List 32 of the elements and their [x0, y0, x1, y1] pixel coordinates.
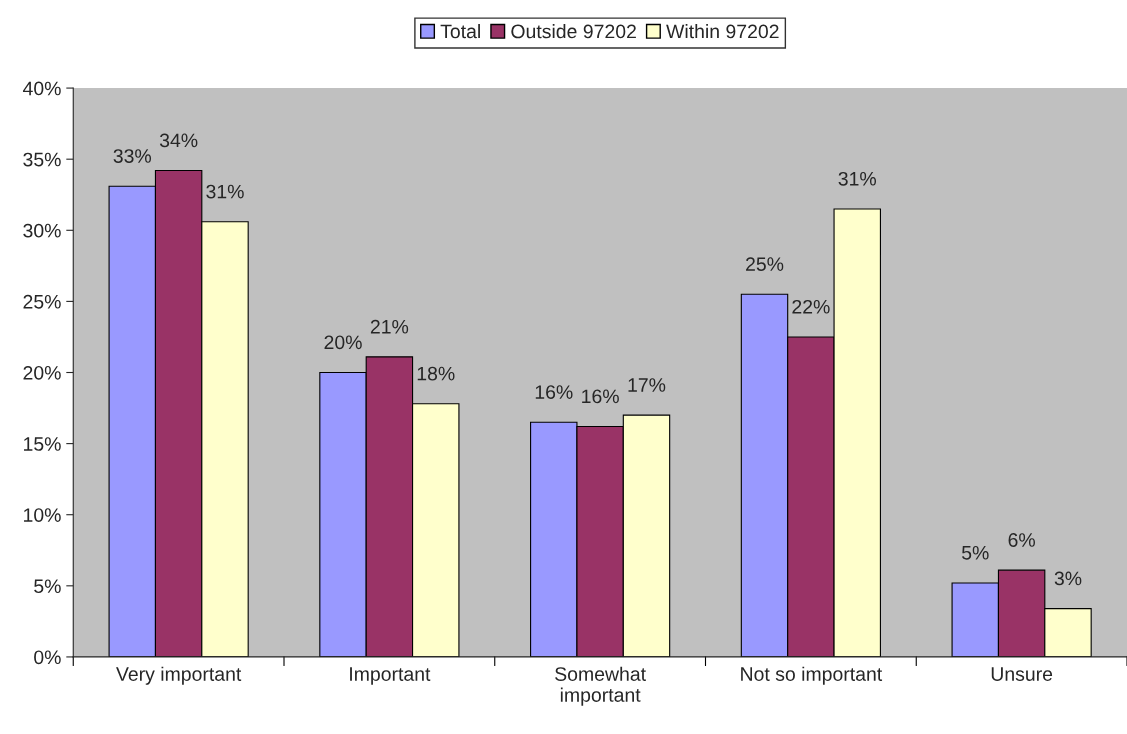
x-tick-label: Somewhat important [555, 666, 646, 706]
y-tick-label: 40% [22, 81, 61, 96]
y-tick-label: 5% [34, 579, 61, 594]
data-label: 31% [206, 184, 244, 199]
data-label: 16% [582, 389, 619, 404]
data-label: 6% [1008, 533, 1035, 547]
x-tick-label: Important [350, 667, 431, 685]
y-tick-label: 0% [34, 650, 61, 665]
data-label: 21% [370, 319, 409, 334]
legend-label: Outside 97202 [511, 24, 636, 39]
data-label: 17% [628, 378, 666, 392]
legend-label: Within 97202 [666, 24, 779, 39]
data-label: 34% [159, 133, 198, 148]
x-tick-label: Not so important [741, 666, 883, 685]
data-label: 22% [792, 299, 830, 314]
y-tick-label: 25% [23, 294, 61, 309]
data-label: 25% [746, 257, 784, 271]
data-label: 18% [417, 366, 455, 381]
legend-label: Total [440, 24, 480, 39]
data-label: 33% [113, 149, 152, 163]
y-tick-label: 15% [24, 437, 61, 451]
x-tick-label: Very important [116, 666, 242, 685]
y-tick-label: 35% [23, 152, 61, 167]
data-label: 20% [324, 335, 362, 350]
data-label: 3% [1054, 571, 1082, 586]
x-tick-label: Unsure [991, 667, 1053, 681]
y-tick-label: 30% [23, 223, 61, 238]
y-tick-label: 10% [24, 508, 61, 522]
data-label: 5% [961, 546, 989, 560]
y-tick-label: 20% [23, 365, 61, 380]
data-label: 31% [838, 171, 877, 186]
data-label: 16% [535, 385, 573, 399]
